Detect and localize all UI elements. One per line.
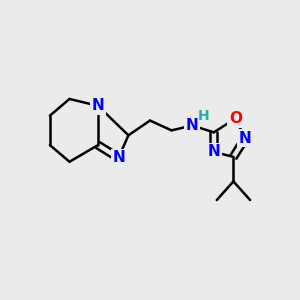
Text: N: N [112,150,125,165]
Text: N: N [239,131,252,146]
Text: N: N [186,118,199,133]
Text: O: O [229,111,242,126]
Text: N: N [92,98,104,113]
Text: H: H [198,109,210,123]
Text: N: N [207,145,220,160]
